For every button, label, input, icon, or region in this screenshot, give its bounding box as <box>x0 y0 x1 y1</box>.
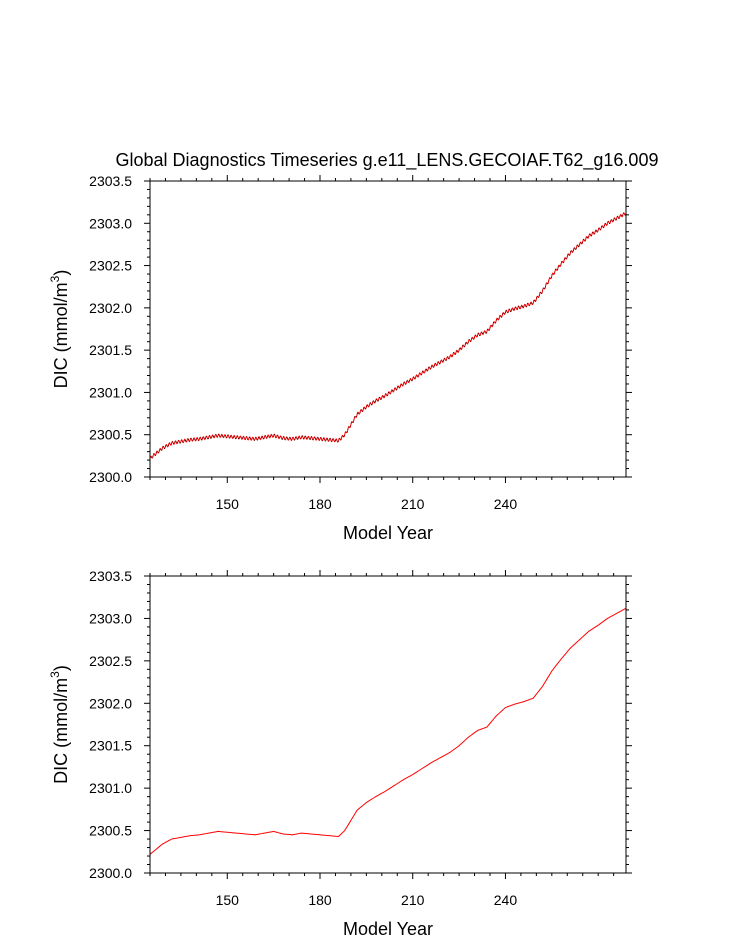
top-y-axis-label-main: DIC (mmol/m <box>51 282 71 388</box>
bottom-x-tick-label: 240 <box>494 892 518 908</box>
chart-title: Global Diagnostics Timeseries g.e11_LENS… <box>116 150 659 171</box>
top-y-tick-label: 2300.5 <box>89 427 132 443</box>
bottom-plot-area: 2300.0 2300.5 2301.0 2301.5 2302.0 2302.5 2303… <box>89 568 632 908</box>
bottom-y-axis-label: DIC (mmol/m3) <box>48 665 71 784</box>
bottom-y-tick-label: 2302.5 <box>89 653 132 669</box>
bottom-series-line <box>150 607 626 855</box>
top-series-markers <box>150 212 626 459</box>
top-y-tick-label: 2303.5 <box>89 173 132 189</box>
top-y-tick-label: 2302.5 <box>89 258 132 274</box>
bottom-y-tick-label: 2303.0 <box>89 610 132 626</box>
top-x-tick-label: 150 <box>216 496 240 512</box>
top-y-axis-label-sup: 3 <box>48 275 62 282</box>
bottom-y-tick-label: 2300.5 <box>89 823 132 839</box>
top-x-axis-label: Model Year <box>343 523 433 543</box>
top-plot-area: 2300.0 2300.5 2301.0 2301.5 2302.0 2302.5 2303… <box>89 173 632 512</box>
bottom-panel: 2300.0 2300.5 2301.0 2301.5 2302.0 2302.5 2303… <box>48 568 632 939</box>
top-y-tick-label: 2301.5 <box>89 342 132 358</box>
bottom-y-tick-label: 2303.5 <box>89 568 132 584</box>
bottom-x-axis-label: Model Year <box>343 919 433 939</box>
bottom-y-axis-label-end: ) <box>51 665 71 671</box>
bottom-y-axis-label-main: DIC (mmol/m <box>51 678 71 784</box>
top-x-tick-label: 240 <box>494 496 518 512</box>
bottom-x-tick-label: 150 <box>216 892 240 908</box>
bottom-y-tick-label: 2300.0 <box>89 865 132 881</box>
top-plot-frame <box>149 180 627 478</box>
bottom-plot-frame <box>149 575 627 874</box>
bottom-x-tick-label: 180 <box>308 892 332 908</box>
bottom-y-axis-label-sup: 3 <box>48 671 62 678</box>
top-panel: 2300.0 2300.5 2301.0 2301.5 2302.0 2302.5 2303… <box>48 173 632 543</box>
top-y-tick-label: 2303.0 <box>89 215 132 231</box>
top-y-tick-label: 2302.0 <box>89 300 132 316</box>
top-y-tick-label: 2300.0 <box>89 469 132 485</box>
bottom-y-tick-label: 2301.5 <box>89 738 132 754</box>
bottom-x-tick-label: 210 <box>401 892 425 908</box>
bottom-y-tick-label: 2301.0 <box>89 780 132 796</box>
top-y-tick-label: 2301.0 <box>89 384 132 400</box>
bottom-y-tick-label: 2302.0 <box>89 695 132 711</box>
top-y-axis-label: DIC (mmol/m3) <box>48 270 71 389</box>
top-y-axis-label-end: ) <box>51 270 71 276</box>
top-x-tick-label: 210 <box>401 496 425 512</box>
top-series-line <box>150 212 626 459</box>
top-x-tick-label: 180 <box>308 496 332 512</box>
